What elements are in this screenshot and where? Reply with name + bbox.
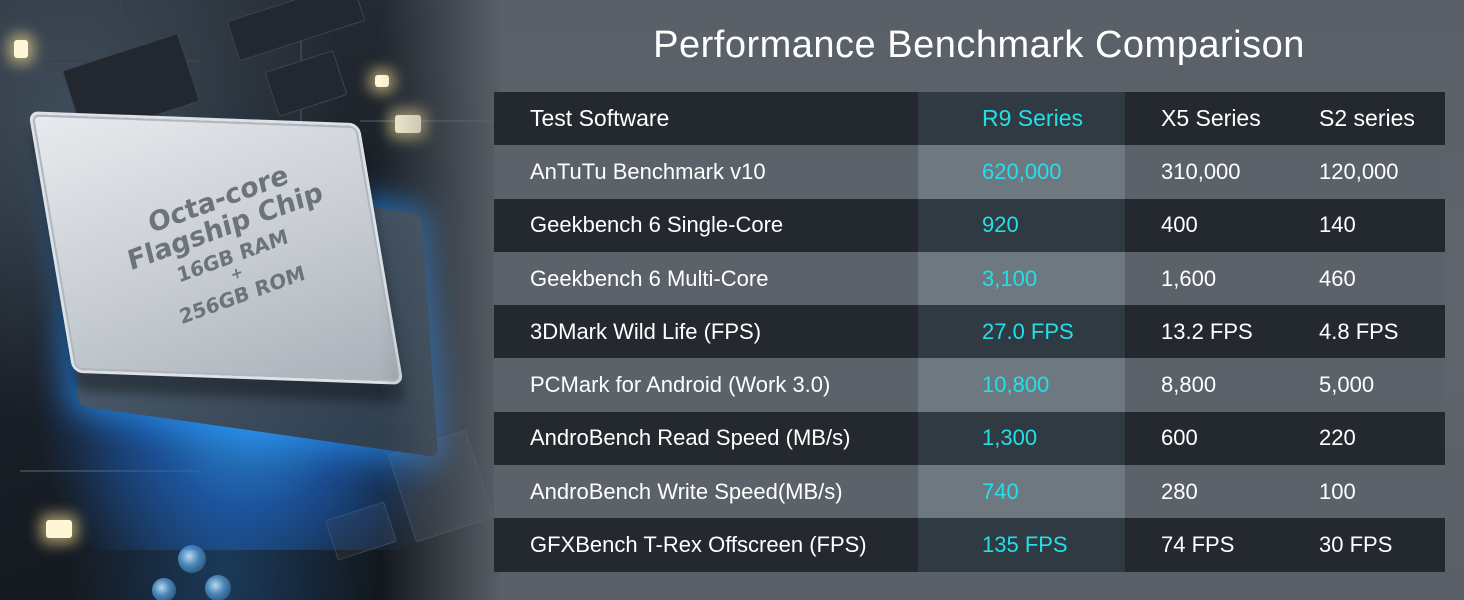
r9-value: 10,800 — [918, 358, 1125, 412]
x5-value: 74 FPS — [1161, 532, 1235, 558]
s2-value: 220 — [1319, 425, 1356, 451]
test-name: 3DMark Wild Life (FPS) — [530, 318, 762, 344]
s2-value: 140 — [1319, 212, 1356, 238]
r9-value: 27.0 FPS — [918, 305, 1125, 359]
benchmark-table: Test Software R9 Series X5 Series S2 ser… — [494, 92, 1445, 572]
table-header-row: Test Software R9 Series X5 Series S2 ser… — [494, 92, 1445, 146]
r9-value: 740 — [918, 465, 1125, 519]
table-row: AnTuTu Benchmark v10 620,000 310,000 120… — [494, 145, 1445, 199]
test-name: PCMark for Android (Work 3.0) — [530, 372, 831, 398]
test-name: AndroBench Write Speed(MB/s) — [530, 478, 843, 504]
x5-value: 280 — [1161, 478, 1198, 504]
table-row: 3DMark Wild Life (FPS) 27.0 FPS 13.2 FPS… — [494, 305, 1445, 359]
test-name: Geekbench 6 Single-Core — [530, 212, 784, 238]
x5-value: 8,800 — [1161, 372, 1217, 398]
table-row: AndroBench Write Speed(MB/s) 740 280 100 — [494, 465, 1445, 519]
header-s2-series: S2 series — [1319, 105, 1415, 132]
s2-value: 460 — [1319, 265, 1356, 291]
header-x5-series: X5 Series — [1161, 105, 1261, 132]
s2-value: 100 — [1319, 478, 1356, 504]
circuit-board-image: Octa-core Flagship Chip 16GB RAM + 256GB… — [0, 0, 500, 600]
header-r9-series: R9 Series — [918, 92, 1125, 146]
s2-value: 120,000 — [1319, 158, 1399, 184]
table-row: AndroBench Read Speed (MB/s) 1,300 600 2… — [494, 411, 1445, 466]
r9-value: 1,300 — [918, 411, 1125, 466]
table-row: GFXBench T-Rex Offscreen (FPS) 135 FPS 7… — [494, 518, 1445, 572]
table-row: Geekbench 6 Single-Core 920 400 140 — [494, 198, 1445, 252]
s2-value: 30 FPS — [1319, 532, 1393, 558]
test-name: AndroBench Read Speed (MB/s) — [530, 425, 851, 451]
r9-value: 135 FPS — [918, 518, 1125, 572]
x5-value: 310,000 — [1161, 158, 1241, 184]
table-row: PCMark for Android (Work 3.0) 10,800 8,8… — [494, 358, 1445, 412]
test-name: Geekbench 6 Multi-Core — [530, 265, 769, 291]
table-row: Geekbench 6 Multi-Core 3,100 1,600 460 — [494, 251, 1445, 306]
r9-value: 920 — [918, 198, 1125, 252]
r9-value: 3,100 — [918, 251, 1125, 306]
header-test-software: Test Software — [530, 105, 670, 132]
x5-value: 1,600 — [1161, 265, 1217, 291]
page-title: Performance Benchmark Comparison — [653, 24, 1305, 66]
r9-value: 620,000 — [918, 145, 1125, 199]
x5-value: 400 — [1161, 212, 1198, 238]
s2-value: 4.8 FPS — [1319, 318, 1399, 344]
x5-value: 600 — [1161, 425, 1198, 451]
test-name: AnTuTu Benchmark v10 — [530, 158, 766, 184]
x5-value: 13.2 FPS — [1161, 318, 1253, 344]
s2-value: 5,000 — [1319, 372, 1375, 398]
test-name: GFXBench T-Rex Offscreen (FPS) — [530, 532, 867, 558]
